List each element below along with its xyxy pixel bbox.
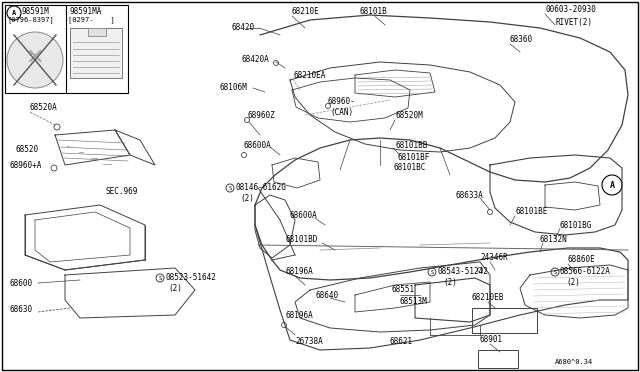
Text: 68640: 68640 [315,291,338,299]
Circle shape [244,118,250,122]
Text: [0796-0397]: [0796-0397] [7,17,54,23]
Text: ✕: ✕ [26,48,44,68]
Circle shape [273,61,278,65]
Text: 68860E: 68860E [568,256,596,264]
Text: 98591M: 98591M [22,6,50,16]
Text: 68600A: 68600A [244,141,272,150]
Circle shape [602,175,622,195]
Circle shape [54,124,60,130]
Circle shape [551,268,559,276]
Text: 24346R: 24346R [480,253,508,263]
Text: 68210EB: 68210EB [472,294,504,302]
Circle shape [7,32,63,88]
Circle shape [428,268,436,276]
Text: 08146-6162G: 08146-6162G [235,183,286,192]
Text: (2): (2) [168,283,182,292]
Bar [88,28,106,36]
Text: 68101BG: 68101BG [560,221,593,230]
Text: 68210EA: 68210EA [293,71,325,80]
Text: (CAN): (CAN) [330,109,353,118]
Text: 68360: 68360 [510,35,533,45]
Text: 68101BE: 68101BE [515,208,547,217]
Text: A: A [12,10,16,16]
Text: 68101BB: 68101BB [395,141,428,150]
Circle shape [282,323,287,327]
Text: 68132N: 68132N [540,235,568,244]
Text: 68106M: 68106M [220,83,248,93]
Text: 68101BD: 68101BD [285,235,317,244]
Text: 68420A: 68420A [242,55,269,64]
Text: 26738A: 26738A [295,337,323,346]
Text: 68210E: 68210E [292,7,320,16]
Text: 68196A: 68196A [285,267,313,276]
Text: S: S [158,276,162,280]
Text: 68621: 68621 [390,337,413,346]
Circle shape [241,153,246,157]
Text: 68101B: 68101B [360,7,388,16]
Circle shape [477,267,483,273]
Text: A: A [609,180,614,189]
Text: SEC.969: SEC.969 [105,187,138,196]
Text: RIVET(2): RIVET(2) [555,17,592,26]
Circle shape [51,165,57,171]
Text: (2): (2) [443,278,457,286]
Text: 68630: 68630 [10,305,33,314]
Text: 68420: 68420 [232,23,255,32]
Text: 68960Z: 68960Z [247,110,275,119]
Text: (2): (2) [240,193,254,202]
Text: 68101BC: 68101BC [393,164,426,173]
Bar [70,28,122,78]
Text: 68633A: 68633A [456,190,484,199]
Text: 68600A: 68600A [290,211,317,219]
Text: 68600: 68600 [10,279,33,288]
Text: 68901: 68901 [480,336,503,344]
Text: 68101BF: 68101BF [398,153,430,161]
Text: S: S [430,269,434,275]
Circle shape [326,103,330,109]
Text: 68520: 68520 [15,145,38,154]
Circle shape [7,6,21,20]
Text: 68520A: 68520A [30,103,58,112]
Text: 98591MA: 98591MA [69,6,101,16]
Text: S: S [554,269,557,275]
Text: S: S [228,186,232,190]
Text: 68513M: 68513M [400,298,428,307]
Text: 08566-6122A: 08566-6122A [560,267,611,276]
Text: 68196A: 68196A [285,311,313,320]
Text: 68960-: 68960- [328,97,356,106]
Text: 08543-51242: 08543-51242 [437,267,488,276]
Text: [0297-    ]: [0297- ] [68,17,115,23]
Text: A680^0.34: A680^0.34 [555,359,593,365]
Text: 68551: 68551 [392,285,415,295]
Text: 68520M: 68520M [395,110,423,119]
Text: 68960+A: 68960+A [10,160,42,170]
Text: 00603-20930: 00603-20930 [545,6,596,15]
Text: (2): (2) [566,278,580,286]
Bar [5,5,128,93]
Circle shape [226,184,234,192]
Bar [478,350,518,368]
Bar [472,308,537,333]
Circle shape [156,274,164,282]
Text: 08523-51642: 08523-51642 [165,273,216,282]
Circle shape [488,209,493,215]
